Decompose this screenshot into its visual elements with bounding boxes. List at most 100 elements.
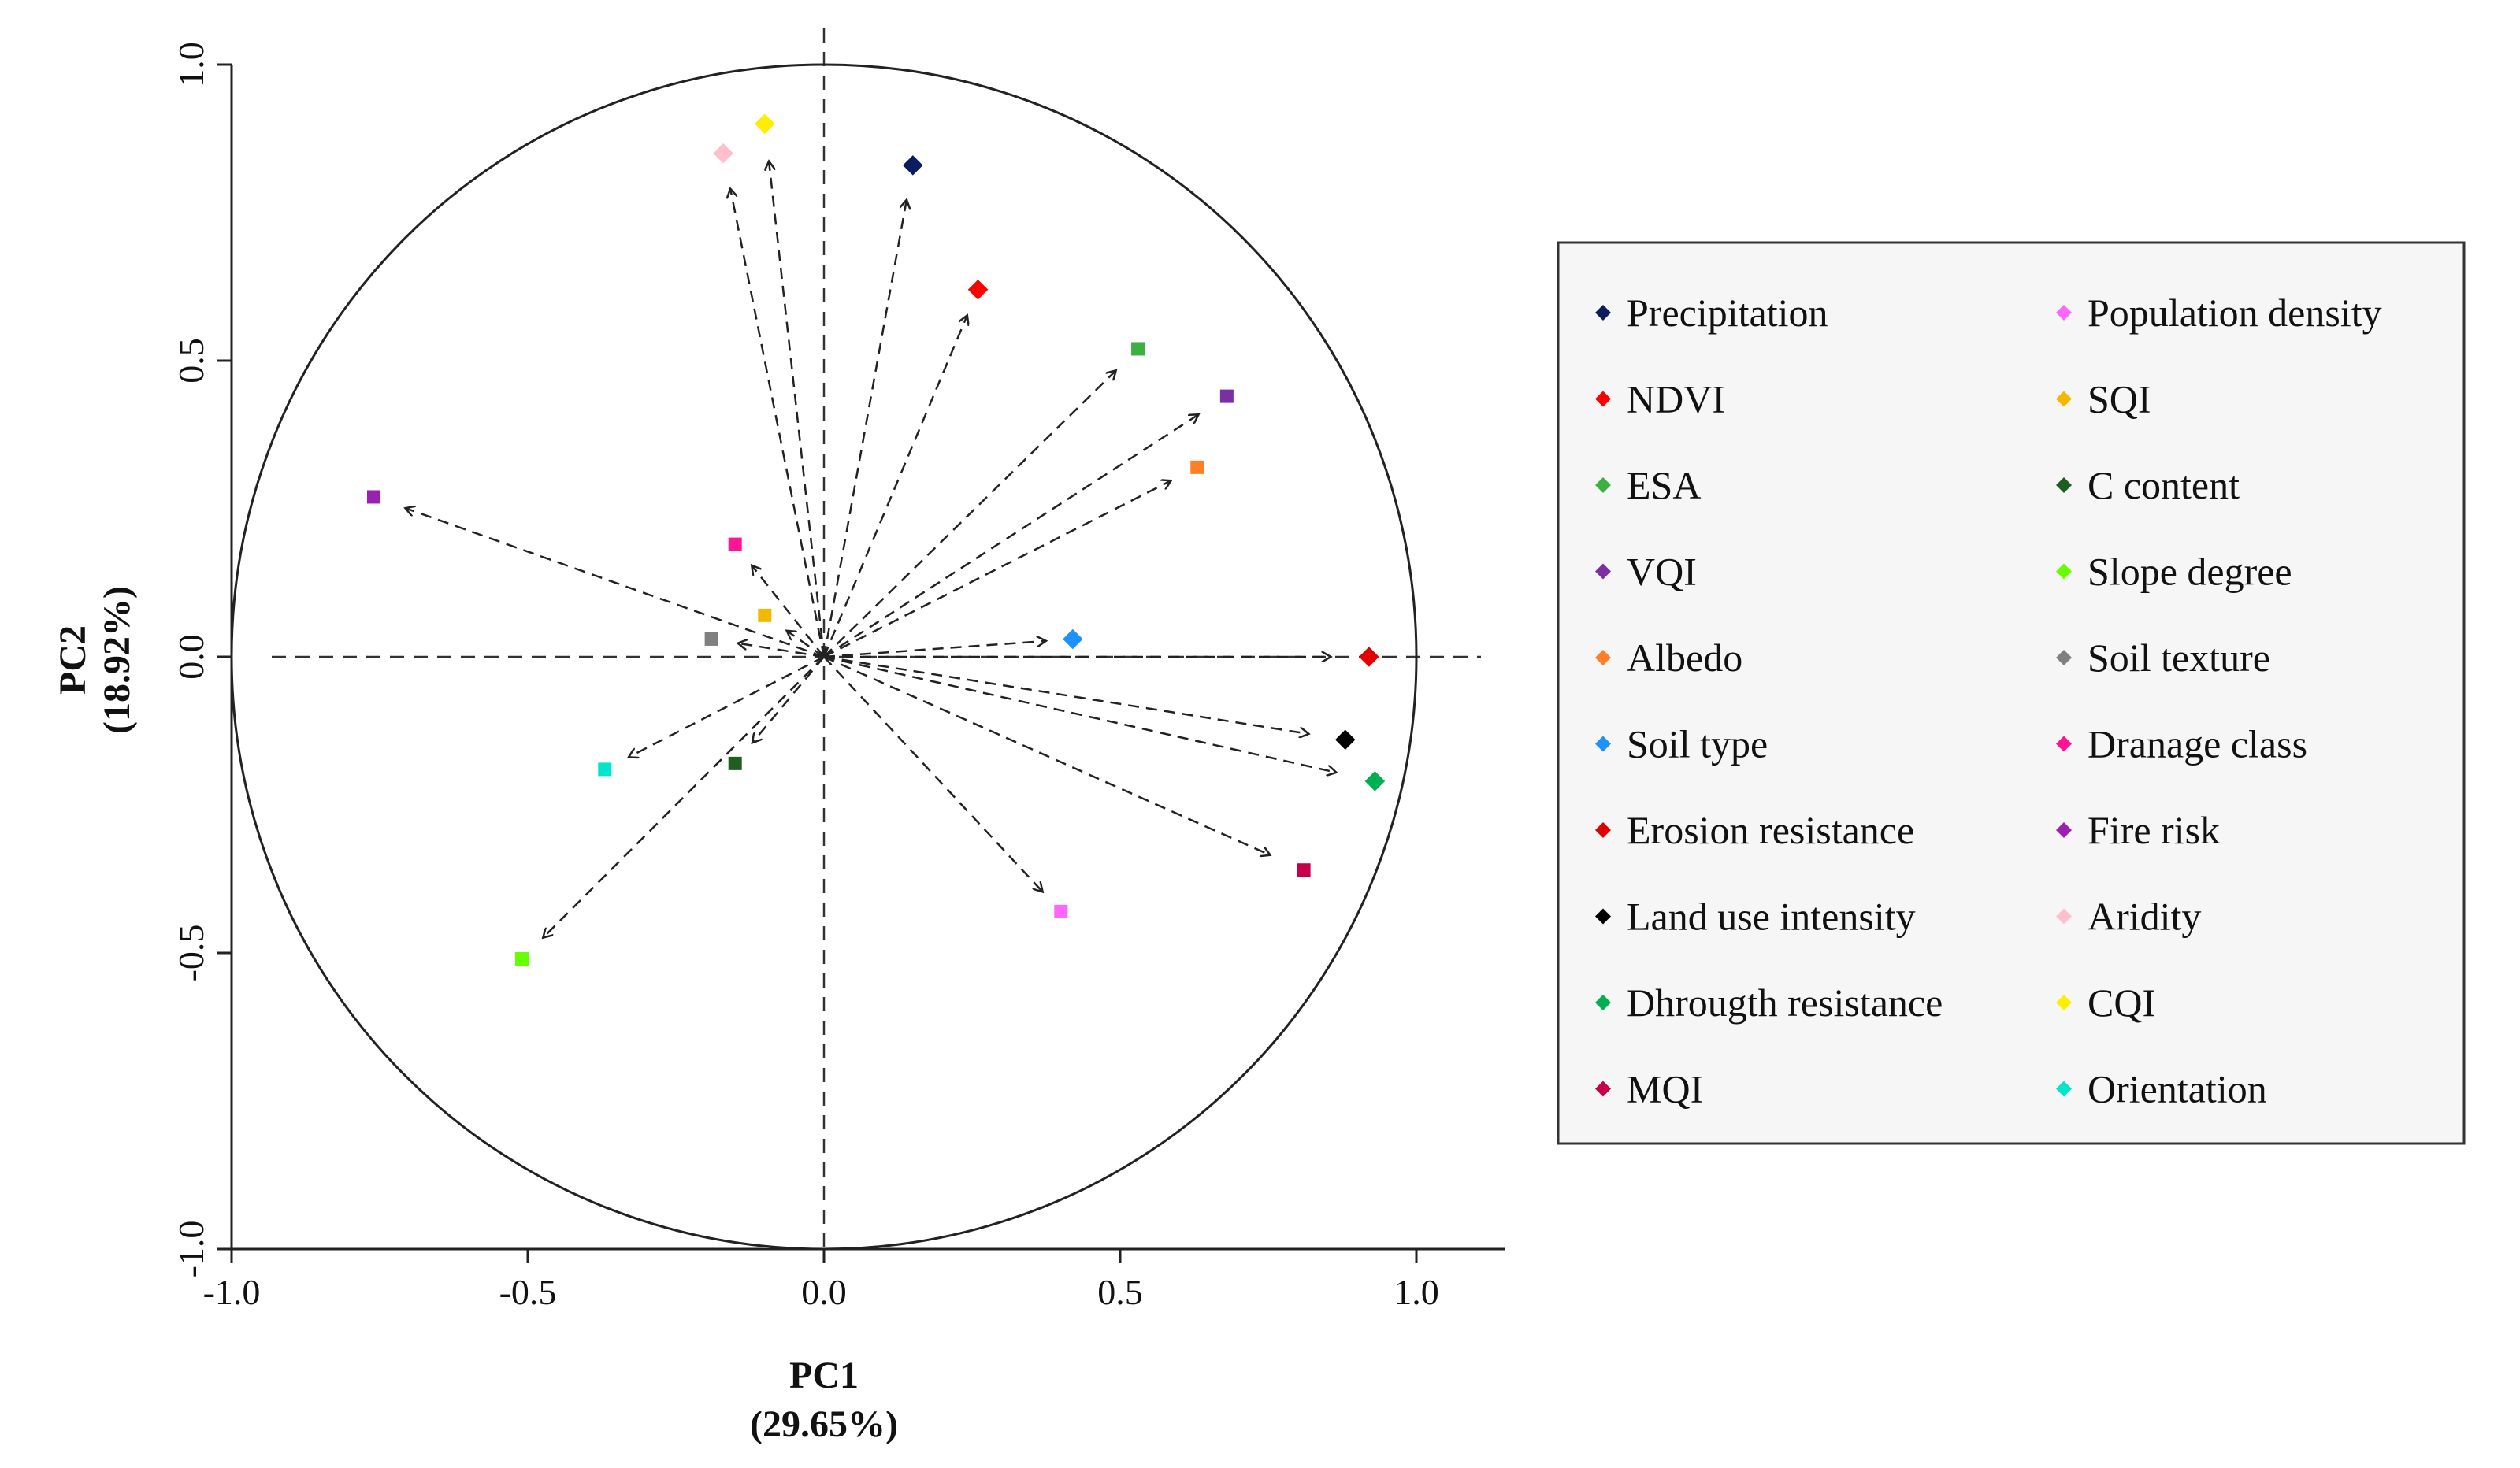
x-tick-label: 0.0 [801,1272,847,1312]
arrow-land-use-intensity [823,655,1308,734]
point-slope-degree [514,952,529,966]
legend-marker [1595,995,1611,1010]
y-tick-label: -1.0 [171,1221,211,1278]
legend-label: Precipitation [1627,291,1828,335]
arrow-albedo [823,480,1171,658]
y-tick-label: 0.5 [171,338,211,384]
legend-label: Albedo [1627,636,1742,680]
axis-labels: PC1 (29.65%) PC2 (18.92%) [52,586,898,1445]
unit-circle [230,63,1418,1251]
arrow-orientation [629,655,825,757]
legend-marker [2056,736,2072,752]
x-axis-title: PC1 [789,1355,859,1396]
loading-arrows [405,161,1336,938]
legend-label: Fire risk [2088,808,2220,852]
legend-label: Land use intensity [1627,895,1916,939]
legend-label: Slope degree [2088,550,2292,594]
arrow-slope-degree [543,656,825,938]
arrow-sqi [787,631,825,658]
legend-marker [2056,650,2072,665]
point-erosion-resistance [1359,647,1379,667]
arrow-vqi [823,414,1199,658]
legend-label: VQI [1627,550,1697,594]
arrow-c-content [752,656,825,743]
point-land-use-intensity [1335,729,1356,751]
legend-label: CQI [2088,981,2155,1025]
legend-label: ESA [1627,463,1701,507]
point-precipitation [903,155,923,176]
legend-marker [1595,908,1611,925]
correlation-circle [230,63,1418,1251]
point-aridity [713,143,733,164]
point-ndvi [967,280,989,300]
point-sqi [758,608,772,622]
arrow-mqi [823,655,1270,855]
legend-marker [1595,650,1611,665]
arrow-fire-risk [405,508,825,658]
legend-marker [2056,822,2072,838]
legend-marker [1595,822,1611,838]
x-tick-label: 1.0 [1394,1272,1439,1312]
legend-marker [2056,908,2072,925]
arrow-soil-type [823,641,1046,658]
legend-label: Population density [2088,291,2382,335]
point-cqi [755,113,775,134]
legend-marker [2056,391,2072,407]
point-c-content [728,756,742,770]
x-tick-label: 0.5 [1097,1272,1143,1312]
legend-marker [2056,1081,2072,1097]
arrow-soil-texture [738,643,825,658]
arrow-dhrougth-resistance [823,655,1336,773]
legend-label: MQI [1627,1067,1703,1111]
point-dhrougth-resistance [1364,771,1386,791]
x-tick-label: -1.0 [203,1272,261,1312]
legend-label: SQI [2088,377,2151,421]
arrow-dranage-class [752,565,825,658]
legend-box [1557,241,2466,1145]
point-fire-risk [366,490,380,504]
arrow-ndvi [822,315,967,658]
legend-marker [1595,305,1611,321]
legend-marker [1595,477,1611,493]
legend-label: Dranage class [2088,722,2307,766]
legend-marker [1595,736,1611,752]
y-axis-percent: (18.92%) [96,586,138,734]
legend-label: Soil texture [2088,636,2270,680]
legend-label: Soil type [1627,722,1768,766]
legend-marker [2056,305,2072,321]
arrow-aridity [730,189,826,658]
point-orientation [598,762,612,777]
arrow-esa [823,370,1116,658]
legend-label: Orientation [2088,1067,2267,1111]
x-tick-label: -0.5 [499,1272,557,1312]
legend-marker [2056,995,2072,1010]
legend-marker [2056,477,2072,493]
legend-label: C content [2088,463,2240,507]
y-tick-label: -0.5 [171,925,211,982]
variable-points [366,113,1386,966]
legend-label: NDVI [1627,377,1725,421]
point-mqi [1297,863,1311,877]
point-population-density [1054,904,1068,918]
point-esa [1131,342,1145,356]
legend-label: Dhrougth resistance [1627,981,1943,1025]
point-vqi [1219,389,1234,403]
arrow-cqi [769,161,826,658]
legend-marker [1595,1081,1611,1097]
legend-marker [1595,391,1611,407]
point-soil-type [1063,628,1083,650]
legend-label: Aridity [2088,895,2201,939]
x-axis-percent: (29.65%) [750,1403,898,1445]
legend-marker [2056,563,2072,580]
y-tick-label: 0.0 [171,634,211,680]
axes: -1.0-1.0 -0.5 -0.5 0.0 0.0 0.5 0.5 1.0 1.0 [171,28,1505,1312]
y-axis-title: PC2 [52,625,94,695]
legend: Precipitation NDVI ESA VQI Albedo Soil type Er… [1557,241,2466,1145]
point-albedo [1190,460,1204,474]
legend-label: Erosion resistance [1627,808,1914,852]
arrow-population-density [823,656,1043,892]
arrow-precipitation [822,200,907,658]
point-dranage-class [728,537,742,551]
legend-marker [1595,563,1611,580]
